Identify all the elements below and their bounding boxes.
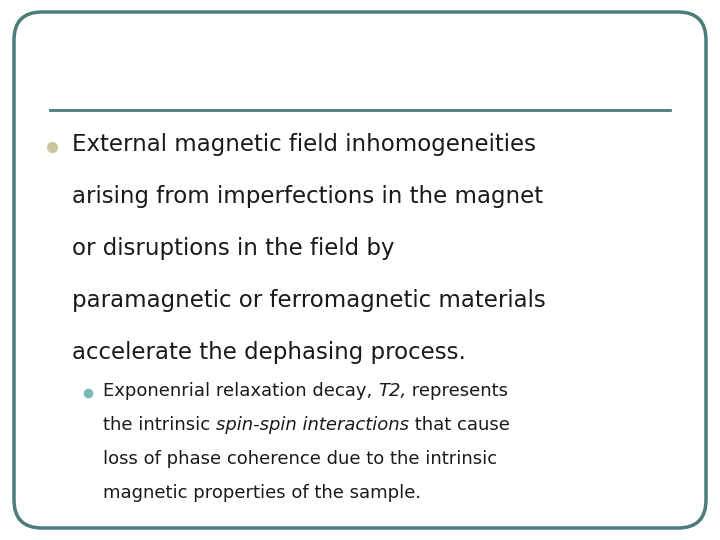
Text: Exponenrial relaxation decay,: Exponenrial relaxation decay, (103, 382, 378, 400)
Text: represents: represents (406, 382, 508, 400)
Text: that cause: that cause (409, 416, 510, 434)
Text: T2,: T2, (378, 382, 406, 400)
Text: accelerate the dephasing process.: accelerate the dephasing process. (72, 341, 466, 363)
Text: loss of phase coherence due to the intrinsic: loss of phase coherence due to the intri… (103, 450, 497, 468)
Text: or disruptions in the field by: or disruptions in the field by (72, 237, 395, 260)
Text: the intrinsic: the intrinsic (103, 416, 216, 434)
FancyBboxPatch shape (14, 12, 706, 528)
Text: magnetic properties of the sample.: magnetic properties of the sample. (103, 484, 421, 502)
Text: arising from imperfections in the magnet: arising from imperfections in the magnet (72, 185, 543, 207)
Text: spin-spin interactions: spin-spin interactions (216, 416, 409, 434)
Text: paramagnetic or ferromagnetic materials: paramagnetic or ferromagnetic materials (72, 288, 546, 312)
Text: External magnetic field inhomogeneities: External magnetic field inhomogeneities (72, 132, 536, 156)
